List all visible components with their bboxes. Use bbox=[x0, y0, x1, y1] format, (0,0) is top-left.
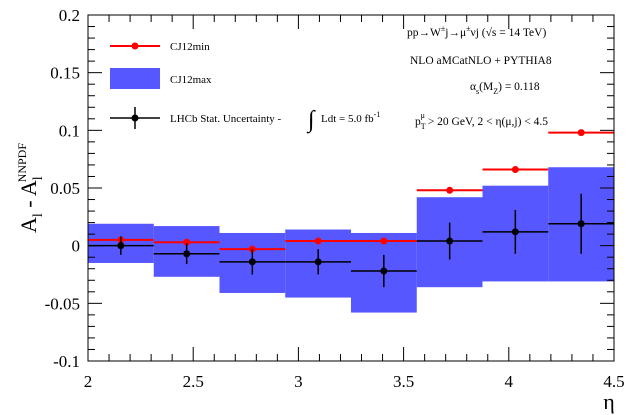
alpha-e: ) = 0.118 bbox=[498, 81, 540, 93]
x-tick-label: 2 bbox=[84, 372, 93, 391]
y-axis-title-a-sub: l bbox=[31, 213, 46, 217]
legend-lhcb-marker bbox=[131, 114, 139, 122]
alpha-d: Z bbox=[493, 87, 498, 96]
legend-cj12max-swatch bbox=[110, 68, 160, 89]
x-tick-label: 3.5 bbox=[393, 372, 414, 391]
cut-b: T bbox=[421, 122, 426, 131]
cj12min-point bbox=[577, 129, 585, 137]
cut-d: > 20 GeV, 2 < η(μ,j) < 4.5 bbox=[425, 116, 548, 128]
lhcb-series-layer bbox=[88, 193, 614, 288]
y-axis-title-a: A bbox=[16, 217, 41, 233]
lhcb-point bbox=[117, 242, 125, 250]
process-b: ± bbox=[441, 24, 446, 33]
cj12min-point bbox=[380, 237, 388, 245]
cj12max-band-layer bbox=[88, 167, 614, 313]
lhcb-point bbox=[248, 258, 256, 266]
legend: CJ12min CJ12max LHCb Stat. Uncertainty -… bbox=[110, 41, 380, 134]
x-tick-label: 2.5 bbox=[183, 372, 204, 391]
y-tick-label: 0 bbox=[72, 237, 81, 256]
alpha-a: α bbox=[470, 81, 476, 93]
y-axis-title-a2-sub: l bbox=[31, 176, 46, 180]
annotation-generator: NLO aMCatNLO + PYTHIA8 bbox=[410, 55, 552, 67]
x-tick-label: 4 bbox=[505, 372, 514, 391]
process-c: j→μ bbox=[444, 27, 466, 39]
lhcb-point bbox=[183, 250, 191, 258]
cj12min-point bbox=[314, 237, 322, 245]
process-d: ± bbox=[466, 24, 471, 33]
lhcb-point bbox=[380, 267, 388, 275]
lhcb-point bbox=[511, 228, 519, 236]
x-tick-label: 3 bbox=[294, 372, 303, 391]
y-axis-title-a2: A bbox=[16, 180, 41, 196]
legend-cj12max-label: CJ12max bbox=[170, 74, 212, 86]
legend-integral-symbol: ∫ bbox=[306, 107, 316, 134]
y-tick-label: 0.15 bbox=[50, 64, 80, 83]
axis-ticks: 2 2.5 3 3.5 4 4.5 -0.1 -0.05 0 0.05 0.1 0.15 0.2 bbox=[45, 6, 625, 391]
process-g: = 14 TeV) bbox=[496, 27, 546, 39]
process-f: √s bbox=[486, 26, 497, 39]
lhcb-point bbox=[446, 237, 454, 245]
lhcb-point bbox=[314, 258, 322, 266]
alpha-c: (M bbox=[479, 81, 493, 93]
legend-lhcb-label: LHCb Stat. Uncertainty - bbox=[170, 113, 282, 125]
legend-lumi-sup: -1 bbox=[374, 110, 381, 119]
y-axis-title-a2-sup: NNPDF bbox=[15, 143, 29, 183]
annotation-alpha: αs(MZ) = 0.118 bbox=[470, 81, 540, 96]
annotation-cuts: pTμ > 20 GeV, 2 < η(μ,j) < 4.5 bbox=[415, 111, 548, 131]
process-a: pp→W bbox=[407, 27, 441, 39]
x-tick-label: 4.5 bbox=[603, 372, 624, 391]
x-axis-title: η bbox=[603, 389, 615, 414]
annotation-process: pp→W±j→μ±νj (√s = 14 TeV) bbox=[407, 24, 546, 39]
cj12min-point bbox=[183, 238, 191, 246]
y-tick-label: 0.1 bbox=[59, 121, 80, 140]
y-tick-label: -0.05 bbox=[45, 294, 80, 313]
cut-a: p bbox=[415, 116, 421, 128]
y-tick-label: 0.2 bbox=[59, 6, 80, 25]
cj12min-point bbox=[511, 166, 519, 174]
cut-c: μ bbox=[421, 111, 425, 120]
legend-cj12min-marker bbox=[131, 42, 139, 50]
legend-lumi: Ldt = 5.0 fb-1 bbox=[321, 110, 380, 125]
y-tick-label: -0.1 bbox=[53, 352, 80, 371]
y-tick-label: 0.05 bbox=[50, 179, 80, 198]
annotations: pp→W±j→μ±νj (√s = 14 TeV) NLO aMCatNLO +… bbox=[407, 24, 552, 131]
y-axis-title-minus: - bbox=[16, 196, 41, 213]
lhcb-point bbox=[577, 220, 585, 228]
cj12min-point bbox=[446, 186, 454, 194]
legend-cj12min-label: CJ12min bbox=[170, 41, 210, 53]
legend-lumi-text: Ldt = 5.0 fb bbox=[321, 113, 374, 125]
process-e: νj ( bbox=[471, 27, 486, 39]
alpha-b: s bbox=[476, 87, 479, 96]
y-axis-title: Al - AlNNPDF bbox=[15, 143, 46, 233]
